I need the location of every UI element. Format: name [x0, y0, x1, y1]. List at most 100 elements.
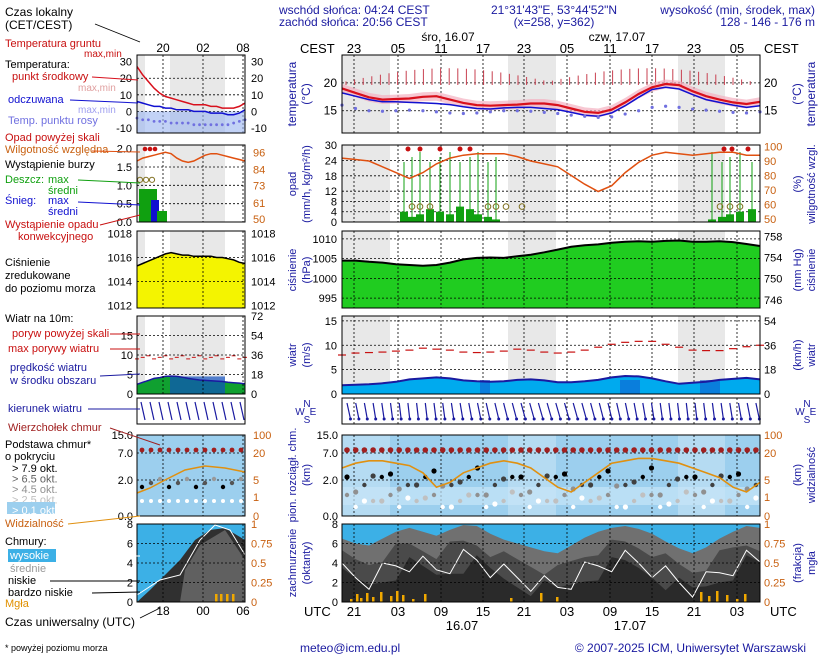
- cloud-base-dot: [475, 492, 480, 498]
- legend-temp-tick-right: -10: [251, 123, 267, 135]
- humidity-line: [341, 151, 760, 193]
- wind-speed-line: [341, 374, 761, 387]
- utc-time-legend: Czas uniwersalny (UTC): [5, 615, 135, 629]
- wind-kmh-tick: 54: [764, 316, 776, 328]
- legend-base-dot: [221, 499, 225, 503]
- wind-dir-arrow-head: [497, 417, 501, 421]
- cirrus-dot: [735, 447, 742, 453]
- legend-cloud-line: [136, 524, 246, 596]
- wind-dir-arrow-head: [541, 417, 545, 421]
- wind-dir-arrow: [581, 402, 587, 420]
- pressure-axis-title: ciśnienie: [287, 249, 299, 292]
- utc-label-right: UTC: [770, 604, 797, 619]
- wind-dir-arrow: [468, 402, 473, 420]
- rain-mean-bar: [466, 209, 474, 222]
- wind-dir-arrow-head: [470, 417, 474, 421]
- cloud-base-dot: [362, 482, 367, 488]
- cloud-base-dot: [718, 498, 724, 504]
- legend-pointer: [69, 99, 139, 104]
- wind-dir-arrow: [459, 402, 464, 420]
- legend-wind-dir-arrow: [140, 401, 146, 421]
- cirrus-dot: [553, 447, 559, 453]
- cloud-base-dot: [510, 474, 515, 480]
- day1-bottom: 16.07: [446, 618, 479, 633]
- cloud-base-dot: [344, 474, 350, 480]
- legend-wind-dir-arrow: [203, 401, 209, 421]
- bottom-tick-label: 21: [517, 604, 531, 619]
- legend-pointer: [99, 214, 141, 226]
- legend-temp-tick-right: 10: [251, 90, 263, 102]
- storm-marker: [484, 203, 492, 210]
- legend-pressure-tick: 1014: [108, 277, 132, 289]
- pressure-tick: 995: [319, 293, 337, 305]
- cloud-base-dot: [648, 465, 655, 471]
- cloud-base-dot: [753, 495, 759, 501]
- legend-dew-dot: [198, 123, 201, 127]
- wind-dir-arrow-head: [434, 417, 438, 421]
- legend-pressure-tick-right: 1016: [251, 252, 275, 264]
- bottom-tick-label: 03: [560, 604, 574, 619]
- fog-bar: [390, 596, 393, 602]
- wind-dir-arrow: [433, 402, 437, 420]
- wind-dir-arrow: [572, 402, 579, 420]
- precip-tick: 4: [331, 207, 337, 219]
- cloud-base-dot: [501, 476, 507, 482]
- legend-cover-tick: 4: [127, 558, 133, 570]
- legend-base-dot: [212, 499, 216, 503]
- legend-cover-tick: 0: [127, 597, 133, 609]
- cloud-base-dot: [370, 473, 376, 479]
- legend-cirrus-dot: [139, 447, 145, 453]
- gust-dashes: [338, 340, 764, 356]
- cloud-base-dot: [675, 476, 681, 482]
- legend-wind-tick-right: 54: [251, 331, 263, 343]
- day2-label: czw, 17.07: [589, 30, 646, 44]
- legend-base-dot: [149, 499, 153, 503]
- legend-wind-dir-arrow: [239, 401, 245, 421]
- cirrus-dot: [587, 447, 594, 453]
- cloud-km-tick: 7.0: [323, 448, 338, 460]
- pressure-area: [342, 240, 760, 308]
- fog-bar: [540, 593, 543, 602]
- storm-marker: [716, 203, 724, 210]
- legend-temp-mid-sub: max,min: [78, 83, 116, 94]
- dew-point-dot: [380, 109, 385, 113]
- cirrus-dot: [352, 447, 359, 453]
- cloud-base-dot: [387, 471, 394, 477]
- legend-cover-tick: 2: [127, 578, 133, 590]
- temp-tick-right: 20: [764, 76, 778, 90]
- legend-wind-title: Wiatr na 10m:: [5, 313, 73, 325]
- wind-dir-arrow-head: [452, 417, 456, 421]
- storm-marker: [736, 203, 744, 210]
- cirrus-dot: [483, 447, 490, 453]
- legend-fog-bar: [226, 594, 229, 602]
- day1-label: śro, 16.07: [421, 30, 475, 44]
- rain-mean-bar: [400, 211, 408, 222]
- wind-dir-arrow-head: [532, 417, 536, 421]
- wind-dir-arrow-head: [479, 417, 483, 421]
- cover-tick: 0: [332, 597, 338, 609]
- fog-tick: 0: [764, 597, 770, 609]
- legend-temp-fill: [137, 111, 245, 133]
- legend-bottom-tick-label: 06: [236, 604, 250, 618]
- low-cloud-area: [342, 555, 760, 602]
- legend-cloud-tick: 7.0: [118, 448, 133, 460]
- visibility-tick: 1: [764, 492, 770, 504]
- wind-strong-band: [700, 380, 720, 394]
- cloud-base-dot: [379, 498, 385, 504]
- legend-high-bg: [8, 549, 56, 562]
- cloud-base-dot: [605, 468, 611, 474]
- legend-wind-line: [136, 375, 246, 386]
- legend-okt: > 7.9 okt.: [12, 463, 58, 475]
- legend-pointer: [91, 150, 141, 153]
- cloud-base-dot: [709, 498, 716, 504]
- cloud-base-dot: [631, 498, 637, 504]
- cirrus-dot: [727, 447, 733, 453]
- rain-mean-bar: [736, 211, 744, 222]
- rain-mean-bar: [726, 214, 734, 222]
- dew-point-dot: [731, 110, 735, 114]
- elevation-title: wysokość (min, środek, max): [659, 3, 815, 17]
- legend-fog-bar: [215, 594, 218, 602]
- legend-base-dot: [211, 476, 217, 482]
- wind-dir-arrow-head: [644, 417, 648, 421]
- cloud-base-dot: [396, 486, 402, 492]
